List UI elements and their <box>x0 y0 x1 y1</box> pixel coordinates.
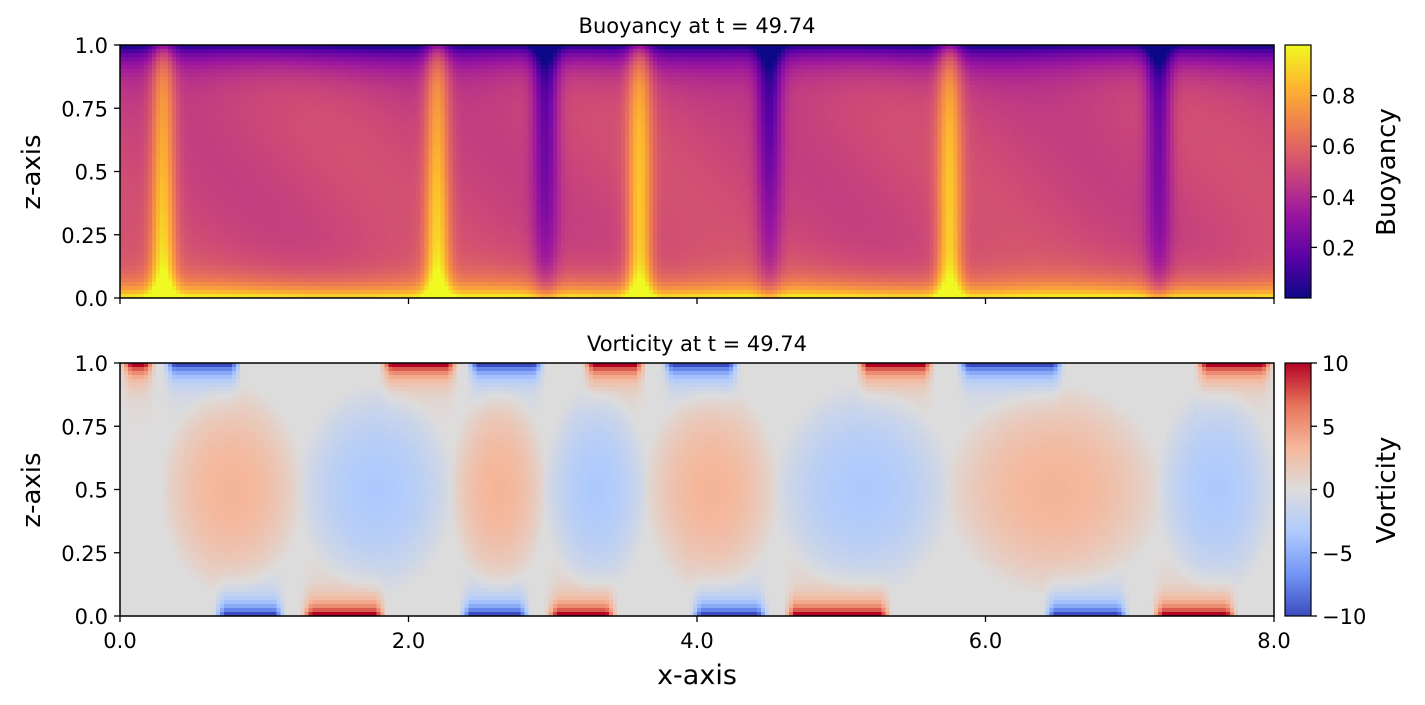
y-tick-label: 0.0 <box>75 287 108 311</box>
x-tick-label: 6.0 <box>969 629 1002 653</box>
y-tick-label: 0.75 <box>61 415 108 439</box>
vorticity-y-axis: 0.0 0.25 0.5 0.75 1.0 <box>61 352 120 629</box>
x-tick-label: 4.0 <box>680 629 713 653</box>
vorticity-x-axis: 0.0 2.0 4.0 6.0 8.0 <box>103 616 1291 653</box>
colorbar-tick-label: 10 <box>1322 352 1349 376</box>
y-tick-label: 1.0 <box>75 352 108 376</box>
vorticity-heatmap-container <box>120 363 1274 616</box>
buoyancy-y-axis: 0.0 0.25 0.5 0.75 1.0 <box>61 34 120 311</box>
colorbar-tick-label: −5 <box>1322 542 1353 566</box>
colorbar-tick-label: 0.4 <box>1322 186 1355 210</box>
y-tick-label: 0.5 <box>75 161 108 185</box>
vorticity-colorbar <box>1285 363 1311 616</box>
buoyancy-panel: Buoyancy at t = 49.74 0.00.250.50.751.0 … <box>17 14 1402 311</box>
buoyancy-colorbar-frame <box>1284 44 1312 299</box>
colorbar-tick-label: 0 <box>1322 479 1335 503</box>
y-tick-label: 0.25 <box>61 224 108 248</box>
buoyancy-x-axis <box>119 298 1275 304</box>
colorbar-tick-label: 0.2 <box>1322 236 1355 260</box>
y-tick-label: 1.0 <box>75 34 108 58</box>
y-tick-label: 0.75 <box>61 97 108 121</box>
y-tick-label: 0.5 <box>75 479 108 503</box>
buoyancy-heatmap-container <box>120 45 1274 298</box>
vorticity-colorbar-label: Vorticity <box>1372 437 1402 544</box>
colorbar-tick-label: 0.8 <box>1322 85 1355 109</box>
x-axis-label: x-axis <box>657 660 737 691</box>
vorticity-y-label: z-axis <box>17 452 47 527</box>
y-tick-label: 0.0 <box>75 605 108 629</box>
colorbar-tick-label: −10 <box>1322 605 1366 629</box>
x-tick-label: 8.0 <box>1257 629 1290 653</box>
buoyancy-colorbar <box>1285 45 1311 298</box>
y-tick-label: 0.25 <box>61 542 108 566</box>
buoyancy-colorbar-ticks: 0.2 0.4 0.6 0.8 <box>1311 85 1355 260</box>
x-tick-label: 2.0 <box>392 629 425 653</box>
colorbar-tick-label: 5 <box>1322 415 1335 439</box>
buoyancy-title: Buoyancy at t = 49.74 <box>579 14 816 38</box>
buoyancy-heatmap <box>120 45 1274 298</box>
buoyancy-colorbar-label: Buoyancy <box>1372 108 1402 236</box>
vorticity-title: Vorticity at t = 49.74 <box>587 332 807 356</box>
vorticity-panel: Vorticity at t = 49.74 0.0 0.25 0.5 0.75 1.0… <box>17 332 1402 691</box>
vorticity-colorbar-ticks: −10 −5 0 5 10 <box>1311 352 1366 629</box>
vorticity-heatmap <box>120 363 1274 616</box>
buoyancy-y-label: z-axis <box>17 134 47 209</box>
colorbar-tick-label: 0.6 <box>1322 135 1355 159</box>
x-tick-label: 0.0 <box>103 629 136 653</box>
